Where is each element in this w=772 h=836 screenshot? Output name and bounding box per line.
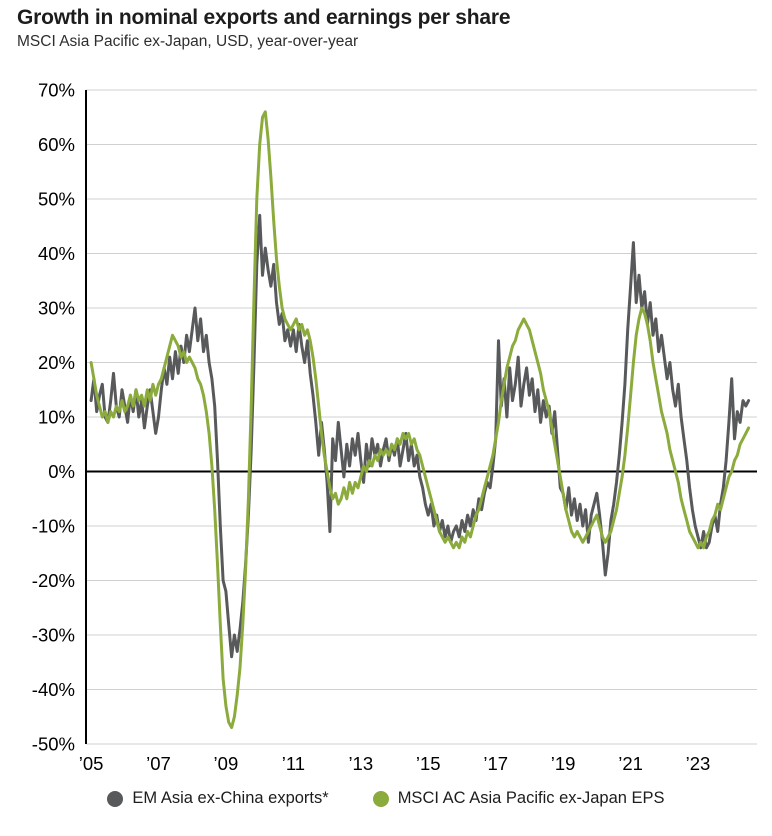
x-tick-label: ’17 (483, 753, 508, 774)
legend-label-eps: MSCI AC Asia Pacific ex-Japan EPS (397, 789, 665, 807)
y-tick-label: 60% (38, 134, 75, 155)
legend-dot-eps-icon (372, 790, 389, 807)
x-tick-label: ’15 (416, 753, 441, 774)
line-chart: 70% 60% 50% 40% 30% 20% 10% 0% -10% -20% -30% -40% -… (32, 80, 757, 774)
y-tick-label: 40% (38, 243, 75, 264)
chart-title: Growth in nominal exports and earnings p… (17, 6, 511, 29)
y-tick-label: 10% (38, 407, 75, 428)
y-tick-label: 50% (38, 189, 75, 210)
x-tick-label: ’09 (214, 753, 239, 774)
chart-subtitle: MSCI Asia Pacific ex-Japan, USD, year-ov… (17, 33, 359, 50)
x-tick-label: ’13 (348, 753, 373, 774)
legend-dot-exports-icon (107, 790, 124, 807)
legend-item-eps: MSCI AC Asia Pacific ex-Japan EPS (372, 789, 665, 808)
y-tick-label: 30% (38, 298, 75, 319)
y-tick-label: -20% (32, 570, 75, 591)
x-tick-label: ’05 (79, 753, 104, 774)
legend-item-exports: EM Asia ex-China exports* (107, 789, 329, 808)
x-tick-label: ’19 (551, 753, 576, 774)
legend: EM Asia ex-China exports* MSCI AC Asia P… (0, 789, 772, 808)
x-tick-label: ’07 (146, 753, 171, 774)
series-line-0 (89, 213, 751, 659)
x-tick-label: ’21 (618, 753, 643, 774)
series-line-1 (89, 110, 751, 730)
x-tick-label: ’11 (282, 753, 305, 774)
y-tick-label: -10% (32, 516, 75, 537)
y-tick-label: -40% (32, 679, 75, 700)
y-tick-label: -30% (32, 625, 75, 646)
y-tick-label: 70% (38, 80, 75, 101)
x-tick-label: ’23 (686, 753, 711, 774)
y-tick-label: -50% (32, 734, 75, 755)
y-tick-label: 20% (38, 352, 75, 373)
legend-label-exports: EM Asia ex-China exports* (132, 789, 329, 807)
y-tick-label: 0% (48, 461, 75, 482)
